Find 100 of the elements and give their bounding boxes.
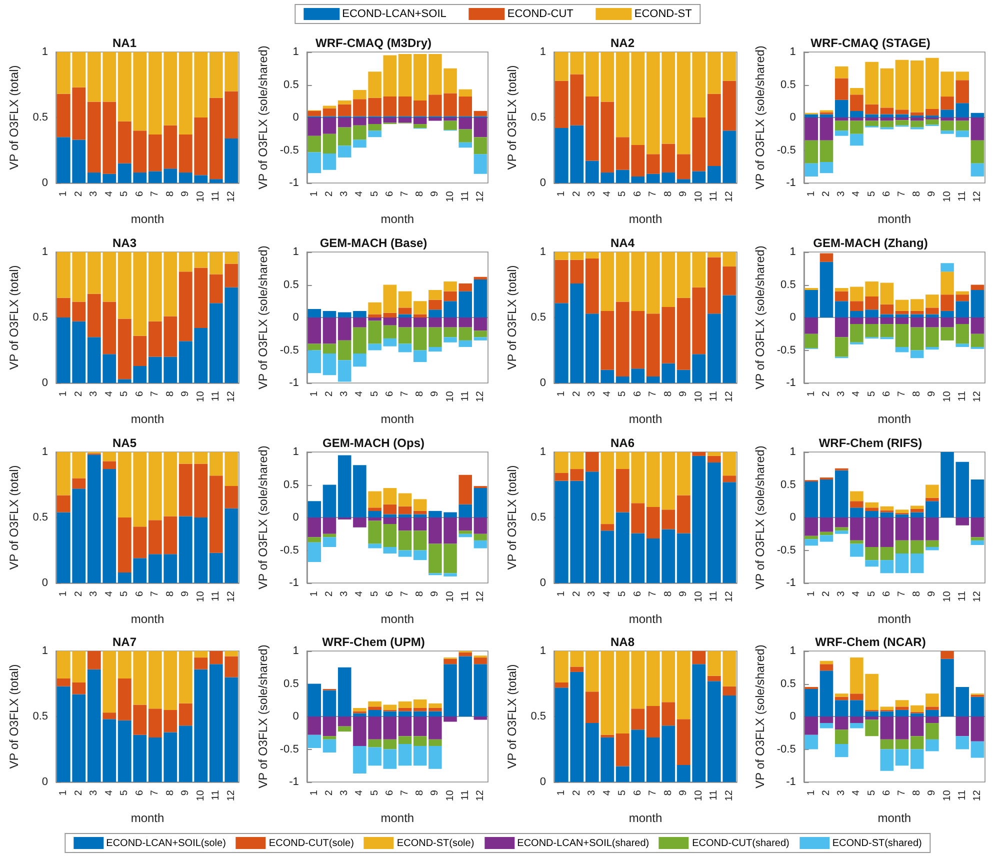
x-tick-label: 2 xyxy=(570,390,582,396)
x-tick-label: 7 xyxy=(150,590,161,596)
x-tick-label: 3 xyxy=(586,190,598,197)
x-tick-label: 3 xyxy=(836,190,848,197)
x-tick-label: 6 xyxy=(384,590,396,596)
legend-label: ECOND-ST(shared) xyxy=(832,838,922,848)
chart-title: WRF-Chem (UPM) xyxy=(322,635,425,650)
x-tick-label: 5 xyxy=(866,590,878,596)
y-tick-label: 0 xyxy=(42,576,48,588)
y-tick-label: -0.5 xyxy=(777,744,796,756)
y-axis-title: VP of O3FLX (sole/shared) xyxy=(753,445,768,589)
x-axis-title: month xyxy=(380,212,414,226)
x-tick-label: 8 xyxy=(414,190,426,197)
y-axis-title: VP of O3FLX (total) xyxy=(7,65,21,170)
x-tick-label: 8 xyxy=(414,790,426,796)
x-tick-label: 10 xyxy=(692,790,704,802)
y-tick-label: -0.5 xyxy=(280,744,299,756)
y-tick-label: 0 xyxy=(292,311,299,324)
y-tick-label: 0 xyxy=(42,776,48,788)
x-tick-label: 8 xyxy=(164,390,176,396)
y-tick-label: 1 xyxy=(790,446,796,458)
x-tick-label: 11 xyxy=(957,390,968,402)
y-tick-label: 0.5 xyxy=(32,112,48,124)
x-tick-label: 8 xyxy=(912,590,923,596)
x-tick-label: 3 xyxy=(836,790,848,796)
x-tick-label: 12 xyxy=(226,590,237,602)
x-tick-label: 2 xyxy=(73,390,84,396)
y-tick-label: -1 xyxy=(786,576,796,588)
x-tick-label: 3 xyxy=(88,390,100,396)
y-axis-title: VP of O3FLX (sole/shared) xyxy=(256,245,270,390)
x-tick-label: 2 xyxy=(73,790,84,796)
y-tick-label: 0 xyxy=(42,376,48,389)
y-axis-title: VP of O3FLX (sole/shared) xyxy=(256,644,270,789)
x-tick-label: 1 xyxy=(308,190,320,197)
x-tick-label: 10 xyxy=(942,790,954,802)
y-tick-label: 0.5 xyxy=(530,112,546,124)
x-tick-label: 9 xyxy=(926,590,938,596)
x-tick-label: 5 xyxy=(866,390,878,396)
x-tick-label: 6 xyxy=(632,790,643,796)
x-tick-label: 2 xyxy=(821,390,832,396)
x-axis-title: month xyxy=(628,212,662,226)
x-tick-label: 5 xyxy=(369,790,380,796)
x-tick-label: 9 xyxy=(678,390,689,396)
y-tick-label: 0 xyxy=(292,511,299,523)
x-tick-label: 11 xyxy=(957,190,968,202)
x-tick-label: 8 xyxy=(164,190,176,197)
x-tick-label: 12 xyxy=(226,190,237,202)
x-tick-label: 4 xyxy=(104,190,115,197)
y-tick-label: 0 xyxy=(292,112,299,124)
x-tick-label: 1 xyxy=(806,590,818,596)
x-tick-label: 11 xyxy=(460,190,471,202)
x-tick-label: 9 xyxy=(429,190,440,197)
x-axis-title: month xyxy=(628,412,662,426)
x-tick-label: 1 xyxy=(58,590,70,596)
x-tick-label: 4 xyxy=(354,590,365,596)
x-tick-label: 2 xyxy=(821,790,832,796)
y-tick-label: 0.5 xyxy=(283,278,299,290)
x-tick-label: 6 xyxy=(632,590,643,596)
x-tick-label: 10 xyxy=(444,390,456,402)
y-tick-label: 0 xyxy=(790,311,796,324)
x-tick-label: 6 xyxy=(134,390,146,396)
x-tick-label: 11 xyxy=(460,390,471,402)
x-tick-label: 2 xyxy=(324,190,335,197)
y-axis-title: VP of O3FLX (total) xyxy=(504,65,518,170)
x-tick-label: 11 xyxy=(210,590,222,601)
x-tick-label: 5 xyxy=(369,390,380,396)
y-tick-label: -1 xyxy=(786,177,796,189)
x-tick-label: 10 xyxy=(942,590,954,602)
x-tick-label: 7 xyxy=(896,590,908,596)
legend-label: ECOND-CUT(sole) xyxy=(268,838,354,848)
chart-title: GEM-MACH (Ops) xyxy=(322,436,424,450)
x-tick-label: 9 xyxy=(429,590,440,596)
x-tick-label: 6 xyxy=(384,790,396,796)
y-tick-label: 0.5 xyxy=(32,511,48,523)
x-tick-label: 9 xyxy=(926,390,938,396)
x-tick-label: 5 xyxy=(616,390,628,396)
x-tick-label: 7 xyxy=(399,790,410,796)
x-tick-label: 8 xyxy=(164,790,176,796)
x-tick-label: 12 xyxy=(723,790,734,802)
x-tick-label: 1 xyxy=(806,790,818,796)
y-tick-label: 0.5 xyxy=(780,278,796,290)
x-tick-label: 7 xyxy=(150,190,161,197)
x-tick-label: 5 xyxy=(369,190,380,197)
x-tick-label: 7 xyxy=(399,390,410,396)
x-tick-label: 3 xyxy=(586,590,598,596)
x-tick-label: 8 xyxy=(662,190,674,197)
y-axis-title: VP of O3FLX (sole/shared) xyxy=(753,245,768,390)
chart-title: NA7 xyxy=(112,635,137,650)
x-tick-label: 7 xyxy=(150,390,161,396)
x-tick-label: 9 xyxy=(180,590,192,596)
x-tick-label: 5 xyxy=(616,190,628,197)
x-tick-label: 12 xyxy=(723,190,734,202)
x-tick-label: 4 xyxy=(354,390,365,396)
y-tick-label: -0.5 xyxy=(777,344,796,356)
y-tick-label: 0 xyxy=(790,511,796,523)
legend-label: ECOND-LCAN+SOIL(shared) xyxy=(517,838,650,848)
x-tick-label: 10 xyxy=(444,190,456,202)
x-tick-label: 3 xyxy=(338,190,350,197)
x-tick-label: 6 xyxy=(384,190,396,197)
x-tick-label: 7 xyxy=(399,590,410,596)
